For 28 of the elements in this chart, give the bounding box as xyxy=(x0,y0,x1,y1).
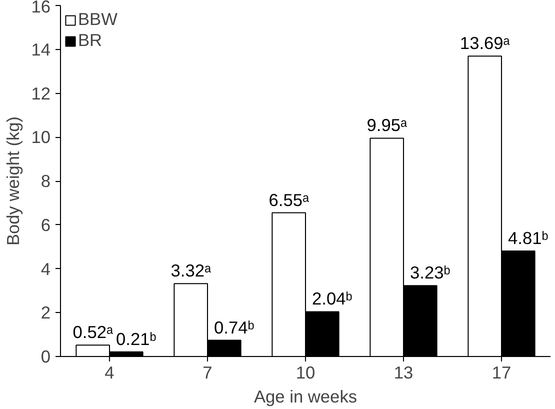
x-tick-label: 17 xyxy=(492,362,512,382)
x-tick-label: 4 xyxy=(104,362,115,382)
data-label: 0.52ᵃ xyxy=(72,322,114,342)
x-tick-label: 10 xyxy=(296,362,316,382)
y-tick-label: 2 xyxy=(40,302,51,323)
y-tick-label: 14 xyxy=(31,39,51,60)
x-tick-label: 7 xyxy=(202,362,212,382)
data-label: 4.81ᵇ xyxy=(508,228,549,248)
x-tick-label: 13 xyxy=(394,362,414,382)
data-label: 3.23ᵇ xyxy=(410,262,451,283)
y-tick-label: 6 xyxy=(40,214,51,235)
y-tick-label: 12 xyxy=(31,83,51,104)
y-axis-title: Body weight (kg) xyxy=(3,116,24,246)
y-tick-label: 4 xyxy=(40,258,51,279)
data-label: 13.69ᵃ xyxy=(460,33,510,54)
data-label: 0.21ᵇ xyxy=(116,328,157,349)
data-label: 9.95ᵃ xyxy=(366,115,408,136)
x-axis-title: Age in weeks xyxy=(254,386,358,406)
y-tick-label: 16 xyxy=(31,0,51,16)
y-tick-label: 8 xyxy=(40,171,51,191)
data-label: 0.74ᵇ xyxy=(214,317,255,338)
legend-label: BR xyxy=(78,30,102,51)
y-tick-label: 0 xyxy=(40,346,51,366)
data-label: 2.04ᵇ xyxy=(312,288,353,309)
data-label: 3.32ᵃ xyxy=(170,260,212,281)
legend-label: BBW xyxy=(78,9,118,30)
y-tick-label: 10 xyxy=(31,127,51,148)
data-label: 6.55ᵃ xyxy=(268,190,310,210)
